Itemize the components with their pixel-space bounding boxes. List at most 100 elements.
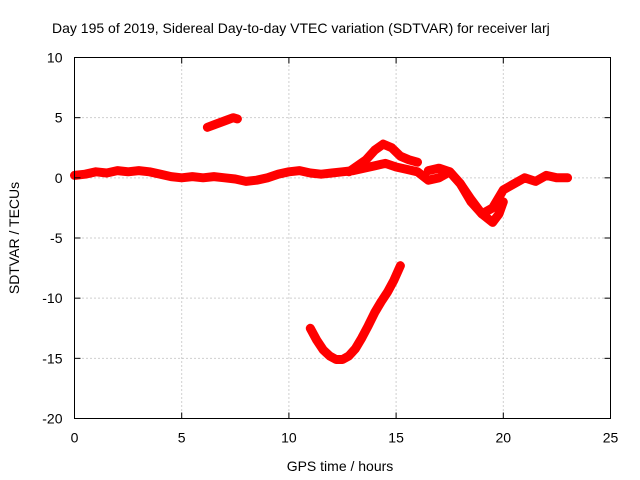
data-point xyxy=(563,173,572,182)
data-point xyxy=(274,170,283,179)
x-tick-label: 5 xyxy=(178,430,186,446)
data-point xyxy=(351,344,360,353)
y-tick-label: -10 xyxy=(42,290,62,306)
data-point xyxy=(216,118,225,127)
data-point xyxy=(413,167,422,176)
data-point xyxy=(263,173,272,182)
x-tick-label: 15 xyxy=(388,430,404,446)
data-point xyxy=(306,169,315,178)
data-point xyxy=(156,170,165,179)
data-point xyxy=(434,173,443,182)
data-point xyxy=(424,166,433,175)
data-point xyxy=(383,288,392,297)
y-tick-label: -20 xyxy=(42,411,62,427)
data-point xyxy=(381,159,390,168)
y-tick-label: -15 xyxy=(42,350,62,366)
data-point xyxy=(188,172,197,181)
chart-title: Day 195 of 2019, Sidereal Day-to-day VTE… xyxy=(52,20,550,36)
data-point xyxy=(445,167,454,176)
data-point xyxy=(434,164,443,173)
data-point xyxy=(456,179,465,188)
data-point xyxy=(177,173,186,182)
series-isolated-low-arc xyxy=(305,261,405,364)
data-point xyxy=(102,169,111,178)
data-point xyxy=(353,161,362,170)
data-point xyxy=(413,158,422,167)
data-point xyxy=(370,161,379,170)
data-point xyxy=(370,146,379,155)
data-point xyxy=(134,166,143,175)
y-tick-label: 0 xyxy=(55,170,63,186)
x-tick-label: 0 xyxy=(71,430,79,446)
data-point xyxy=(377,297,386,306)
data-point xyxy=(242,177,251,186)
data-point xyxy=(362,155,371,164)
data-point xyxy=(231,175,240,184)
data-point xyxy=(495,209,504,218)
data-point xyxy=(396,261,405,270)
x-tick-label: 25 xyxy=(603,430,619,446)
data-point xyxy=(312,336,321,345)
y-tick-label: 5 xyxy=(55,110,63,126)
data-point xyxy=(124,167,133,176)
data-point xyxy=(488,203,497,212)
data-point xyxy=(379,140,388,149)
data-point xyxy=(203,123,212,132)
data-point xyxy=(145,167,154,176)
data-point xyxy=(552,173,561,182)
x-axis-title: GPS time / hours xyxy=(287,458,394,474)
data-point xyxy=(477,209,486,218)
data-point xyxy=(357,333,366,342)
y-tick-label: -5 xyxy=(50,230,63,246)
data-point xyxy=(344,167,353,176)
data-point xyxy=(229,113,238,122)
data-point xyxy=(338,355,347,364)
data-point xyxy=(387,143,396,152)
data-point xyxy=(91,167,100,176)
data-point xyxy=(389,276,398,285)
data-point xyxy=(325,351,334,360)
data-point xyxy=(499,197,508,206)
data-point xyxy=(306,324,315,333)
data-point xyxy=(295,166,304,175)
data-point xyxy=(531,177,540,186)
data-point xyxy=(370,308,379,317)
data-point xyxy=(488,218,497,227)
data-point xyxy=(424,176,433,185)
data-layer xyxy=(70,113,573,364)
data-point xyxy=(166,172,175,181)
data-point xyxy=(317,170,326,179)
data-point xyxy=(209,120,218,129)
x-tick-label: 20 xyxy=(496,430,512,446)
data-point xyxy=(220,173,229,182)
data-point xyxy=(402,165,411,174)
y-axis-title: SDTVAR / TECUs xyxy=(6,182,22,294)
data-point xyxy=(252,176,261,185)
data-point xyxy=(319,345,328,354)
data-point xyxy=(392,163,401,172)
data-point xyxy=(222,116,231,125)
data-point xyxy=(344,351,353,360)
x-tick-label: 10 xyxy=(281,430,297,446)
data-point xyxy=(284,167,293,176)
series-lower-dip-branch xyxy=(423,163,508,227)
data-point xyxy=(364,321,373,330)
series-upper-branch xyxy=(344,139,422,177)
data-point xyxy=(209,172,218,181)
data-point xyxy=(396,152,405,161)
y-tick-label: 10 xyxy=(47,50,63,66)
data-point xyxy=(542,171,551,180)
data-point xyxy=(233,114,242,123)
data-point xyxy=(467,195,476,204)
data-point xyxy=(499,185,508,194)
data-point xyxy=(113,166,122,175)
data-point xyxy=(81,170,90,179)
data-point xyxy=(510,179,519,188)
data-point xyxy=(404,155,413,164)
data-point xyxy=(199,173,208,182)
data-point xyxy=(520,173,529,182)
axis-layer: 0 5 10 15 20 25 -20 -15 -10 -5 0 5 10 xyxy=(42,50,618,446)
series-isolated-high-arc xyxy=(202,113,242,132)
